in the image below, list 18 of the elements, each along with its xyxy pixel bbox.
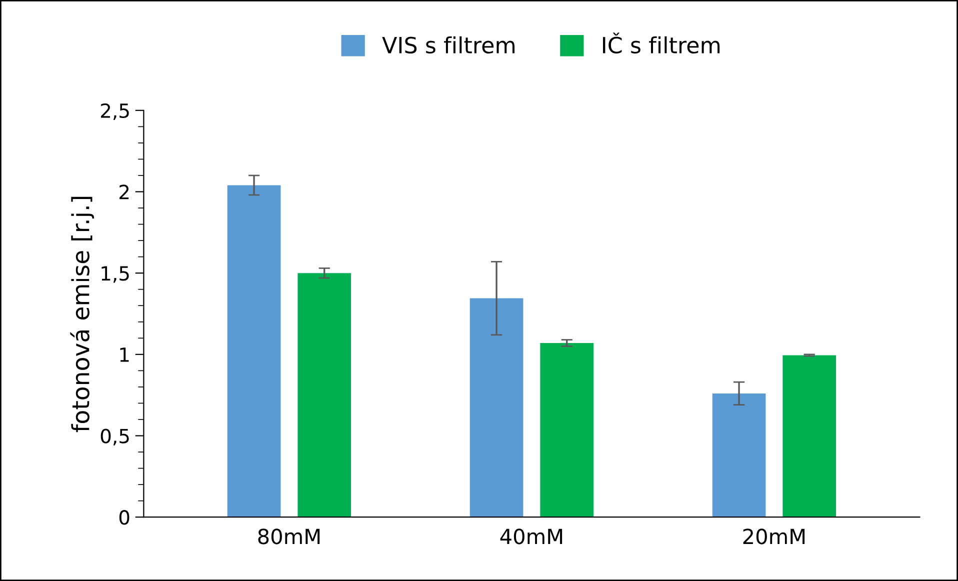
y-axis-title: fotonová emise [r.j.] xyxy=(70,196,94,432)
bar xyxy=(298,273,352,518)
legend-label: VIS s filtrem xyxy=(382,36,514,54)
y-tick-label: 0,5 xyxy=(100,428,129,446)
x-tick-label: 20mM xyxy=(743,528,805,544)
bar xyxy=(227,185,281,518)
y-tick-label: 2,5 xyxy=(101,103,129,120)
x-tick-label: 80mM xyxy=(258,528,320,544)
y-tick-label: 2 xyxy=(120,184,129,200)
bar xyxy=(470,298,524,518)
y-tick-label: 1,5 xyxy=(102,266,129,283)
legend-label: IČ s filtrem xyxy=(602,32,720,54)
bar xyxy=(782,355,836,518)
y-tick-label: 1 xyxy=(120,348,129,362)
x-tick-label: 40mM xyxy=(500,528,562,544)
y-tick-label: 0 xyxy=(119,510,130,525)
bar xyxy=(712,393,766,518)
bar xyxy=(540,343,594,518)
